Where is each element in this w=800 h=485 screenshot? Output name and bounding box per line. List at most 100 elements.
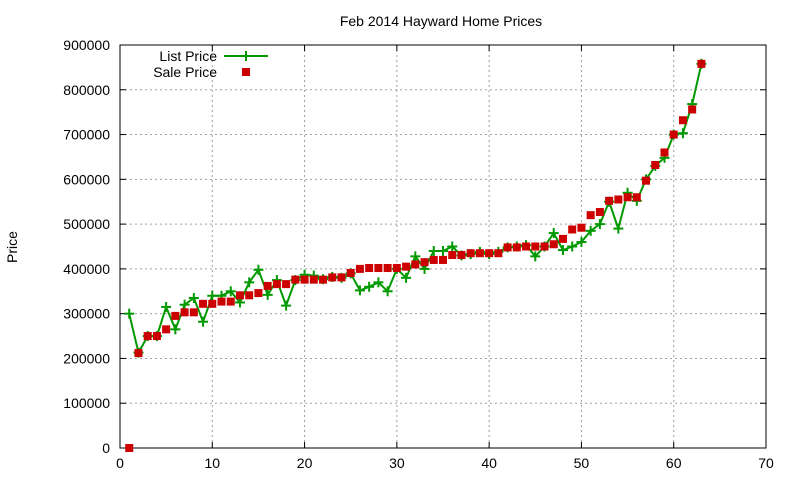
sale-price-point: [485, 249, 494, 258]
sale-price-point: [355, 264, 364, 273]
sale-price-point: [448, 251, 457, 260]
list-price-point: [567, 241, 578, 252]
list-price-point: [198, 316, 209, 327]
y-tick-label: 300000: [63, 306, 110, 322]
sale-price-point: [226, 297, 235, 306]
list-price-point: [594, 219, 605, 230]
sale-price-point: [300, 275, 309, 284]
y-tick-label: 100000: [63, 395, 110, 411]
sale-price-point: [457, 251, 466, 260]
sale-price-point: [374, 263, 383, 272]
list-price-point: [179, 299, 190, 310]
sale-price-point: [632, 193, 641, 202]
y-tick-label: 600000: [63, 171, 110, 187]
list-price-point: [262, 289, 273, 300]
legend-swatch-square: [242, 68, 250, 76]
sale-price-point: [540, 242, 549, 251]
x-tick-label: 50: [574, 455, 590, 471]
list-price-point: [253, 264, 264, 275]
list-price-point: [161, 301, 172, 312]
y-tick-label: 700000: [63, 127, 110, 143]
sale-price-point: [189, 308, 198, 317]
list-price-point: [576, 237, 587, 248]
y-tick-label: 400000: [63, 261, 110, 277]
x-tick-label: 70: [758, 455, 774, 471]
sale-price-point: [522, 242, 531, 251]
sale-price-point: [651, 161, 660, 170]
list-price-point: [613, 223, 624, 234]
sale-price-point: [558, 234, 567, 243]
sale-price-point: [143, 332, 152, 341]
sale-price-point: [134, 349, 143, 358]
x-tick-label: 20: [297, 455, 313, 471]
sale-price-point: [512, 243, 521, 252]
sale-price-point: [605, 196, 614, 205]
sale-price-point: [669, 130, 678, 139]
list-price-point: [410, 251, 421, 262]
y-tick-label: 0: [102, 440, 110, 456]
plot-border: [119, 44, 767, 449]
sale-price-point: [623, 193, 632, 202]
sale-price-point: [614, 195, 623, 204]
sale-price-point: [392, 263, 401, 272]
sale-price-point: [697, 59, 706, 68]
sale-price-point: [319, 275, 328, 284]
x-tick-label: 30: [389, 455, 405, 471]
y-tick-label: 900000: [63, 37, 110, 53]
sale-price-point: [429, 255, 438, 264]
grid: [120, 45, 766, 448]
sale-price-point: [245, 291, 254, 300]
list-price-point: [281, 300, 292, 311]
sale-price-point: [235, 291, 244, 300]
list-price-point: [585, 225, 596, 236]
list-price-point: [428, 245, 439, 256]
sale-price-point: [346, 268, 355, 277]
list-price-point: [364, 281, 375, 292]
list-price-point: [548, 228, 559, 239]
sale-price-point: [254, 289, 263, 298]
list-price-point: [438, 245, 448, 256]
sale-price-point: [678, 116, 687, 125]
list-price-point: [244, 277, 255, 288]
sale-price-point: [162, 325, 171, 334]
sale-price-point: [475, 249, 484, 258]
sale-price-point: [199, 299, 208, 308]
sale-price-point: [586, 211, 595, 220]
x-tick-label: 40: [481, 455, 497, 471]
series-1: [125, 59, 706, 452]
sale-price-point: [549, 240, 558, 249]
sale-price-point: [660, 148, 669, 157]
sale-price-point: [383, 263, 392, 272]
list-price-point: [373, 277, 384, 288]
sale-price-point: [439, 255, 447, 264]
sale-price-point: [282, 280, 291, 289]
sale-price-point: [411, 260, 420, 269]
legend-label: List Price: [159, 48, 217, 64]
series-0: [124, 58, 707, 358]
sale-price-point: [688, 105, 697, 114]
list-price-point: [188, 292, 199, 303]
y-tick-label: 800000: [63, 82, 110, 98]
x-tick-label: 60: [666, 455, 682, 471]
sale-price-point: [217, 297, 226, 306]
list-price-point: [401, 272, 412, 283]
sale-price-point: [208, 299, 217, 308]
sale-price-point: [365, 263, 374, 272]
y-tick-label: 500000: [63, 216, 110, 232]
sale-price-point: [309, 275, 318, 284]
sale-price-point: [180, 308, 189, 317]
legend-label: Sale Price: [153, 64, 217, 80]
sale-price-point: [577, 223, 586, 232]
sale-price-point: [263, 281, 272, 290]
sale-price-point: [568, 225, 577, 234]
list-price-point: [447, 241, 458, 252]
list-price-line: [128, 63, 703, 356]
sale-price-point: [337, 273, 346, 282]
list-price-point: [557, 245, 568, 256]
sale-price-point: [642, 176, 651, 185]
sale-price-point: [494, 249, 503, 258]
list-price-point: [382, 286, 393, 297]
